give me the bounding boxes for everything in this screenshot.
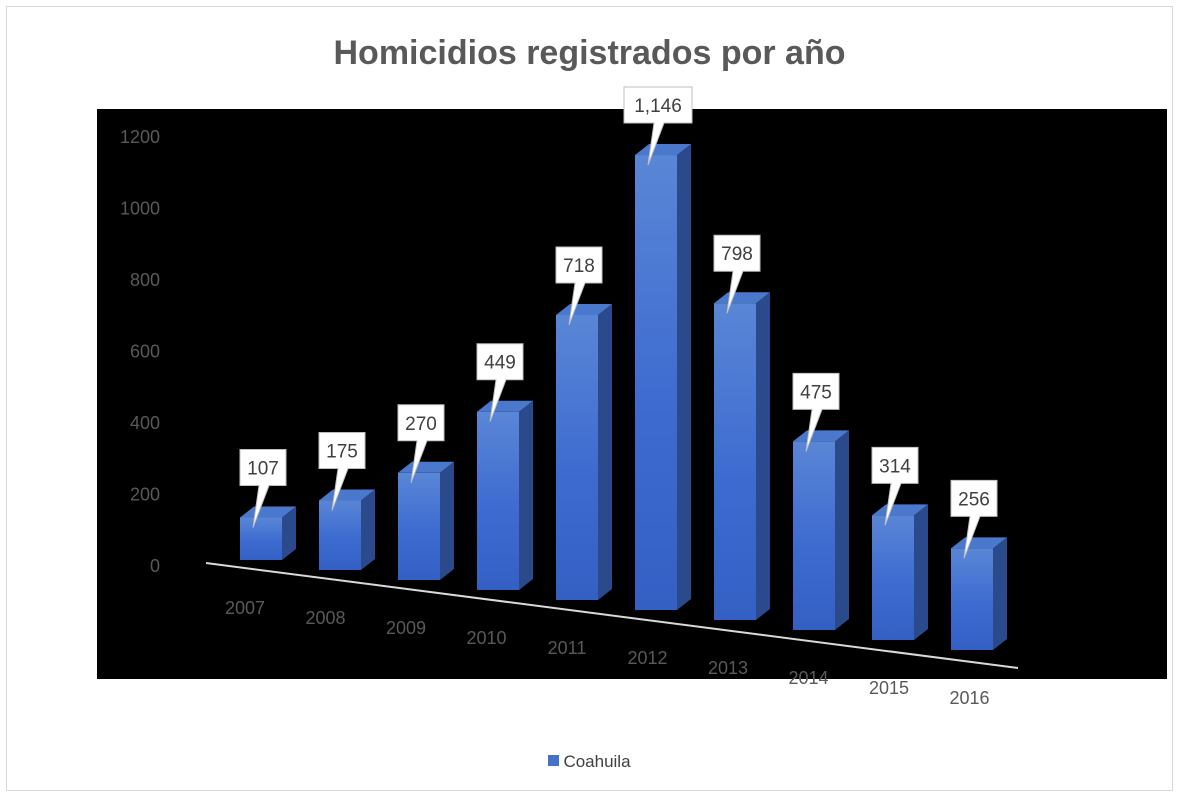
bar-front xyxy=(477,411,519,590)
data-label: 1,146 xyxy=(623,86,693,166)
data-label-callout xyxy=(623,86,693,166)
x-tick-label: 2016 xyxy=(949,688,989,708)
y-axis: 0 200 400 600 800 1000 1200 xyxy=(120,127,160,576)
bar-front xyxy=(635,155,677,610)
data-label: 475 xyxy=(792,372,840,452)
bar-2008 xyxy=(319,489,375,570)
y-tick-label: 600 xyxy=(130,342,160,362)
bar-top xyxy=(477,400,533,412)
data-label: 798 xyxy=(713,234,761,314)
bar-side xyxy=(519,400,533,590)
data-label-callout xyxy=(318,432,366,511)
bar-2014 xyxy=(793,430,849,630)
data-label-text: 314 xyxy=(879,456,911,477)
x-tick-label: 2009 xyxy=(386,618,426,638)
bar-side xyxy=(440,461,454,580)
data-label-text: 798 xyxy=(721,244,753,265)
bar-top xyxy=(793,430,849,442)
bar-front xyxy=(398,472,440,580)
floor-line xyxy=(205,562,1019,669)
data-label: 256 xyxy=(950,479,998,559)
x-tick-label: 2015 xyxy=(869,678,909,698)
data-label-callout xyxy=(397,404,445,483)
x-tick-label: 2007 xyxy=(225,598,265,618)
y-tick-label: 400 xyxy=(130,413,160,433)
bar-top xyxy=(714,292,770,304)
bar-top xyxy=(240,506,296,518)
data-label-text: 1,146 xyxy=(634,96,682,117)
bar-side xyxy=(835,430,849,630)
chart-floor xyxy=(205,562,1019,669)
bar-side xyxy=(677,144,691,610)
x-tick-label: 2013 xyxy=(708,658,748,678)
data-label-text: 175 xyxy=(326,442,358,463)
data-label: 107 xyxy=(239,449,287,528)
bar-front xyxy=(556,314,598,600)
bar-top xyxy=(398,461,454,473)
bar-front xyxy=(872,515,914,640)
bar-side xyxy=(598,303,612,600)
data-label: 270 xyxy=(397,404,445,483)
bar-2015 xyxy=(872,504,928,640)
data-label-callout xyxy=(950,479,998,559)
bar-2009 xyxy=(398,461,454,580)
bar-top xyxy=(556,303,612,315)
x-tick-label: 2010 xyxy=(466,628,506,648)
bar-2013 xyxy=(714,292,770,620)
data-label-callout xyxy=(871,446,919,526)
bar-side xyxy=(756,292,770,620)
bar-top xyxy=(951,537,1007,549)
y-tick-label: 0 xyxy=(150,556,160,576)
bar-side xyxy=(993,537,1007,650)
bar-front xyxy=(714,303,756,620)
data-label-text: 718 xyxy=(563,256,595,277)
bar-top xyxy=(872,504,928,516)
bar-2010 xyxy=(477,400,533,590)
legend: Coahuila xyxy=(0,752,1179,772)
bar-side xyxy=(914,504,928,640)
bar-front xyxy=(319,500,361,570)
y-tick-label: 800 xyxy=(130,270,160,290)
x-axis: 2007 2008 2009 2010 2011 2012 2013 2014 2015 2016 xyxy=(225,598,990,708)
chart-title: Homicidios registrados por año xyxy=(333,34,846,72)
y-tick-label: 1200 xyxy=(120,127,160,147)
data-label-callout xyxy=(792,372,840,452)
bar-2016 xyxy=(951,537,1007,650)
bar-2011 xyxy=(556,303,612,600)
bar-front xyxy=(951,548,993,650)
bar-series: 107 175 270 449 718 1,146 798 475 314 256 xyxy=(239,86,1007,650)
data-label-callout xyxy=(713,234,761,314)
data-label-text: 475 xyxy=(800,382,832,403)
bar-2012 xyxy=(635,144,691,610)
bar-side xyxy=(361,489,375,570)
bar-side xyxy=(282,506,296,560)
y-tick-label: 1000 xyxy=(120,199,160,219)
y-tick-label: 200 xyxy=(130,485,160,505)
data-label: 314 xyxy=(871,446,919,526)
data-label-text: 449 xyxy=(484,353,516,374)
bar-front xyxy=(240,517,282,560)
data-label-text: 107 xyxy=(247,459,279,480)
x-tick-label: 2008 xyxy=(305,608,345,628)
data-label: 175 xyxy=(318,432,366,511)
x-tick-label: 2011 xyxy=(548,638,587,658)
data-label-callout xyxy=(239,449,287,528)
data-label-callout xyxy=(555,246,603,326)
x-tick-label: 2012 xyxy=(627,648,667,668)
bar-top xyxy=(635,144,691,156)
bar-2007 xyxy=(240,506,296,560)
legend-label: Coahuila xyxy=(563,752,631,771)
data-label-text: 256 xyxy=(958,489,990,510)
data-label-text: 270 xyxy=(405,414,437,435)
data-label: 449 xyxy=(476,343,524,422)
data-label-callout xyxy=(476,343,524,422)
data-label: 718 xyxy=(555,246,603,326)
x-tick-label: 2014 xyxy=(788,668,828,688)
bar-front xyxy=(793,441,835,630)
legend-swatch xyxy=(548,755,560,767)
bar-top xyxy=(319,489,375,501)
